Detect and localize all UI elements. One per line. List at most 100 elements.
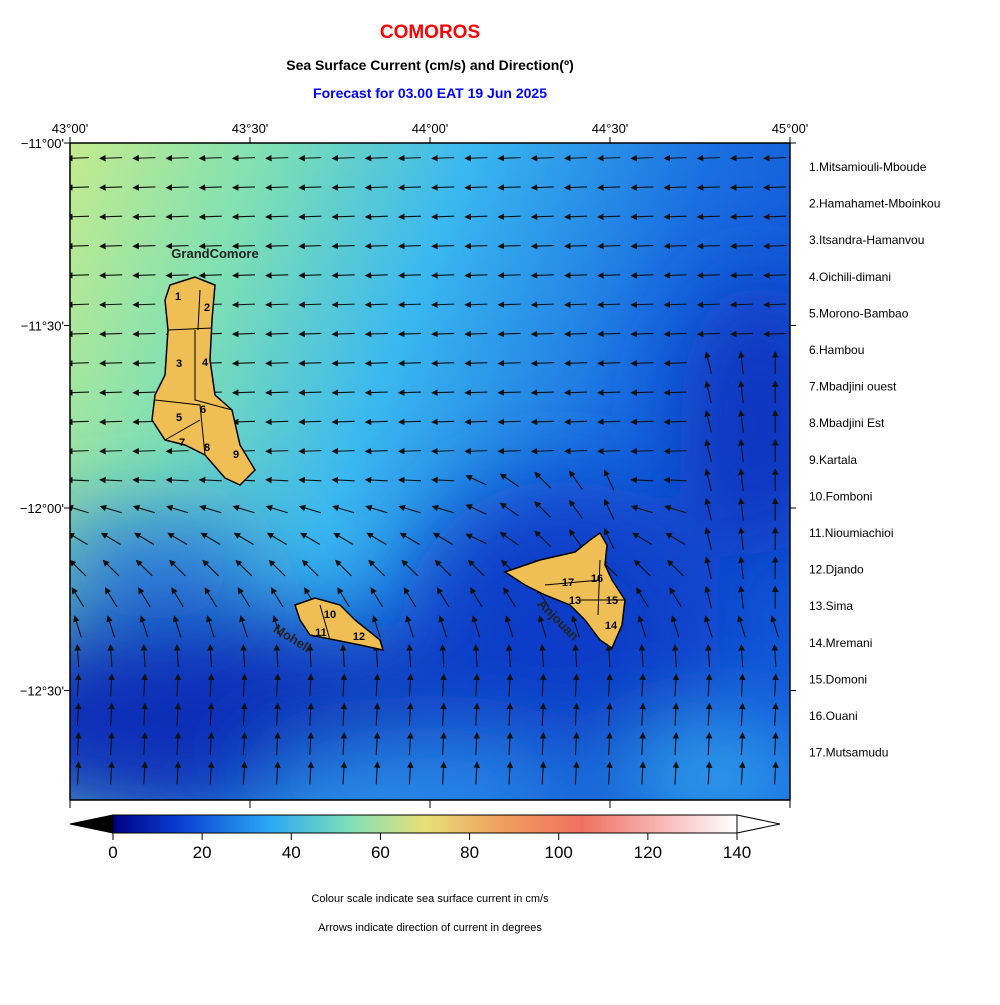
colorbar-low-end	[70, 815, 113, 833]
current-arrow	[631, 275, 653, 276]
current-arrow	[100, 333, 122, 334]
current-arrow	[432, 421, 454, 422]
region-number: 10	[324, 609, 336, 621]
current-arrow	[598, 304, 620, 305]
region-legend-entry: 5.Morono-Bambao	[809, 306, 909, 320]
current-arrow	[665, 363, 687, 364]
current-arrow	[465, 246, 487, 247]
current-arrow	[598, 363, 620, 364]
current-arrow	[731, 246, 753, 247]
current-arrow	[532, 333, 554, 334]
current-arrow	[100, 451, 122, 452]
region-number: 2	[204, 302, 210, 314]
current-arrow	[499, 451, 521, 452]
current-arrow	[167, 275, 189, 276]
region-number: 6	[200, 404, 206, 416]
region-legend-entry: 17.Mutsamudu	[809, 746, 888, 760]
current-arrow	[698, 275, 720, 276]
current-arrow	[598, 275, 620, 276]
current-arrow	[532, 216, 554, 217]
current-arrow	[399, 275, 421, 276]
current-arrow	[598, 187, 620, 188]
current-arrow	[499, 187, 521, 188]
current-arrow	[665, 275, 687, 276]
current-arrow	[698, 304, 720, 305]
colorbar-tick-label: 140	[723, 843, 751, 862]
current-arrow	[167, 158, 189, 159]
current-arrow	[731, 333, 753, 334]
current-arrow	[432, 187, 454, 188]
current-arrow	[399, 246, 421, 247]
island-name: GrandComore	[171, 246, 258, 261]
current-arrow	[565, 216, 587, 217]
current-arrow	[266, 187, 288, 188]
current-arrow	[499, 392, 521, 393]
current-arrow	[532, 187, 554, 188]
current-arrow	[565, 421, 587, 422]
current-arrow	[266, 304, 288, 305]
current-arrow	[200, 158, 222, 159]
current-arrow	[432, 333, 454, 334]
current-arrow	[299, 158, 321, 159]
current-arrow	[233, 304, 255, 305]
region-legend-entry: 1.Mitsamiouli-Mboude	[809, 160, 927, 174]
current-arrow	[631, 451, 653, 452]
current-arrow	[598, 451, 620, 452]
current-arrow	[100, 158, 122, 159]
current-arrow	[266, 392, 288, 393]
x-tick-label: 43°00'	[52, 121, 89, 136]
current-arrow	[565, 246, 587, 247]
current-arrow	[565, 451, 587, 452]
current-arrow	[532, 363, 554, 364]
current-arrow	[100, 187, 122, 188]
current-arrow	[333, 275, 355, 276]
current-arrow	[532, 275, 554, 276]
current-arrow	[366, 275, 388, 276]
current-arrow	[133, 304, 155, 305]
current-arrow	[333, 392, 355, 393]
current-arrow	[200, 275, 222, 276]
current-arrow	[299, 275, 321, 276]
current-arrow	[399, 451, 421, 452]
current-arrow	[432, 216, 454, 217]
y-tick-label: −12°30'	[20, 684, 64, 699]
current-arrow	[333, 333, 355, 334]
current-arrow	[432, 451, 454, 452]
current-arrow	[731, 187, 753, 188]
current-arrow	[299, 187, 321, 188]
current-arrow	[432, 275, 454, 276]
current-arrow	[565, 304, 587, 305]
region-legend-entry: 11.Nioumiachioi	[809, 526, 894, 540]
current-arrow	[233, 392, 255, 393]
current-arrow	[665, 158, 687, 159]
current-arrow	[631, 246, 653, 247]
current-arrow	[133, 392, 155, 393]
current-arrow	[299, 246, 321, 247]
current-arrow	[399, 304, 421, 305]
note: Colour scale indicate sea surface curren…	[311, 893, 549, 905]
current-arrow	[366, 304, 388, 305]
current-arrow	[532, 304, 554, 305]
y-tick-label: −11°30'	[21, 319, 64, 334]
current-arrow	[233, 363, 255, 364]
note: Arrows indicate direction of current in …	[318, 922, 542, 934]
current-arrow	[532, 451, 554, 452]
current-arrow	[764, 246, 786, 247]
current-arrow	[100, 246, 122, 247]
region-number: 1	[175, 291, 181, 303]
region-number: 15	[606, 595, 618, 607]
current-arrow	[731, 216, 753, 217]
region-number: 14	[605, 620, 618, 632]
forecast: Forecast for 03.00 EAT 19 Jun 2025	[313, 85, 547, 101]
current-arrow	[532, 246, 554, 247]
current-arrow	[665, 392, 687, 393]
current-arrow	[532, 158, 554, 159]
colorbar-tick-label: 0	[108, 843, 117, 862]
colorbar-high-end	[737, 815, 780, 833]
current-arrow	[598, 421, 620, 422]
current-arrow	[631, 216, 653, 217]
current-arrow	[465, 451, 487, 452]
region-number: 12	[353, 631, 365, 643]
